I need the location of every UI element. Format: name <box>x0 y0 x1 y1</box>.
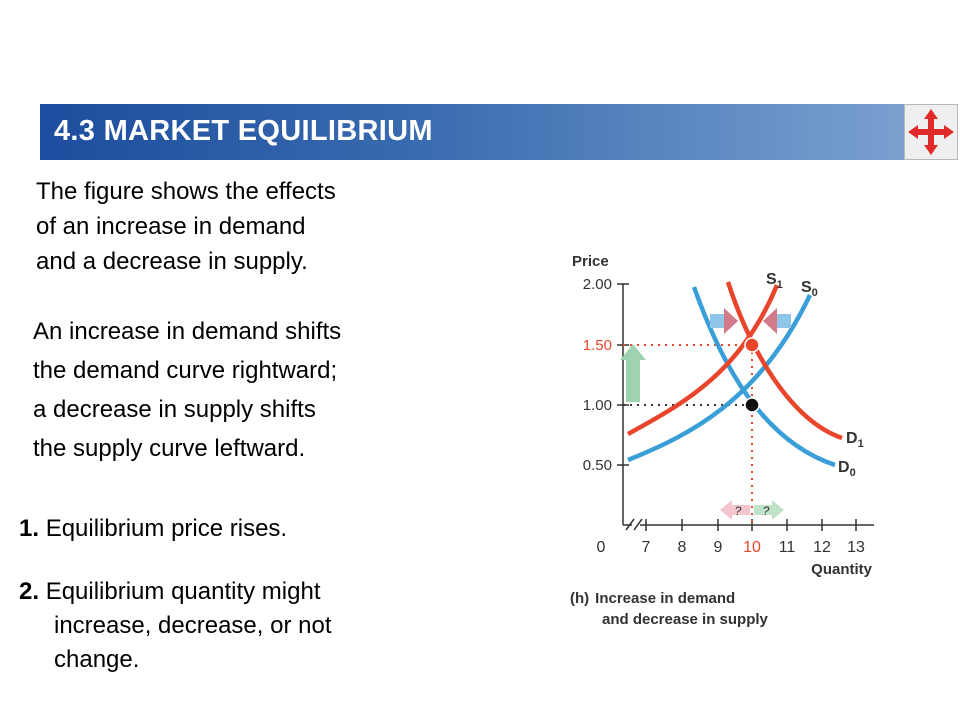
d1-label-letter: D <box>846 430 858 447</box>
x-ticks: 0 7 8 9 10 11 12 13 Quantity <box>597 519 873 578</box>
d0-label-letter: D <box>838 459 850 476</box>
explanation-line: An increase in demand shifts <box>33 318 342 345</box>
x-axis-label: Quantity <box>811 561 872 578</box>
supply-shift-arrow <box>763 308 791 334</box>
s0-label-letter: S <box>801 279 812 296</box>
x-tick-label: 10 <box>743 539 761 556</box>
x-origin-label: 0 <box>597 539 606 556</box>
question-mark: ? <box>763 504 770 518</box>
y-tick-label: 1.50 <box>583 337 612 354</box>
x-tick-label: 9 <box>714 539 723 556</box>
d0-label-subscript: 0 <box>850 467 856 479</box>
question-mark: ? <box>735 504 742 518</box>
point-text: Equilibrium price rises. <box>45 515 288 542</box>
d1-label: D1 <box>846 430 864 450</box>
caption-prefix: (h) <box>570 590 589 607</box>
point-number: 2. <box>19 578 40 605</box>
figure-caption-line-2: and decrease in supply <box>602 611 769 628</box>
price-rise-arrow-body <box>626 358 640 402</box>
supply-curve-s1 <box>626 284 780 436</box>
point-text: Equilibrium quantity might <box>45 578 321 605</box>
intro-line: of an increase in demand <box>36 213 306 240</box>
title-bar: 4.3 MARKET EQUILIBRIUM <box>40 104 904 160</box>
demand-shift-arrow-head <box>724 308 738 334</box>
caption-line: Increase in demand <box>595 590 735 607</box>
price-rise-arrow-head <box>620 344 646 360</box>
navigation-button[interactable] <box>904 104 958 160</box>
d1-label-subscript: 1 <box>858 438 864 450</box>
y-tick-label: 0.50 <box>583 457 612 474</box>
axis-break-mark <box>625 518 635 531</box>
intro-line: and a decrease in supply. <box>36 248 308 275</box>
point-text: increase, decrease, or not <box>54 612 332 639</box>
x-tick-label: 11 <box>779 539 796 556</box>
intro-line: The figure shows the effects <box>36 178 336 205</box>
supply-demand-figure: Price 2.00 1.50 1.00 0.50 0 <box>560 240 890 640</box>
supply-shift-arrow-head <box>763 308 777 334</box>
demand-shift-arrow-body <box>710 314 726 328</box>
explanation-paragraph: An increase in demand shifts the demand … <box>33 312 463 468</box>
figure-caption: (h) Increase in demand <box>570 590 735 607</box>
x-tick-label: 7 <box>642 539 651 556</box>
point-text: change. <box>54 646 140 673</box>
explanation-line: the demand curve rightward; <box>33 357 338 384</box>
x-tick-label: 12 <box>813 539 831 556</box>
d0-label: D0 <box>838 459 856 479</box>
supply-curve-s0 <box>627 294 813 463</box>
quantity-decrease-arrow <box>720 500 750 520</box>
s0-label-subscript: 0 <box>812 287 818 299</box>
point-1: 1. Equilibrium price rises. <box>19 512 287 546</box>
y-tick-label: 1.00 <box>583 397 612 414</box>
y-axis-label: Price <box>572 253 609 270</box>
point-2: 2. Equilibrium quantity might increase, … <box>19 575 439 677</box>
initial-equilibrium-point <box>744 397 760 413</box>
explanation-line: a decrease in supply shifts <box>33 396 316 423</box>
axis-break-mark <box>633 518 643 531</box>
slide-title: 4.3 MARKET EQUILIBRIUM <box>54 115 433 147</box>
y-ticks: 2.00 1.50 1.00 0.50 <box>583 276 629 474</box>
new-equilibrium-point <box>744 337 760 353</box>
explanation-line: the supply curve leftward. <box>33 435 306 462</box>
y-tick-label: 2.00 <box>583 276 612 293</box>
quantity-uncertain-arrows: ? ? <box>720 500 784 520</box>
s1-label-subscript: 1 <box>777 279 783 291</box>
demand-shift-arrow <box>710 308 738 334</box>
supply-shift-arrow-body <box>775 314 791 328</box>
intro-paragraph: The figure shows the effects of an incre… <box>36 174 456 279</box>
four-way-arrow-icon <box>908 109 954 155</box>
x-tick-label: 13 <box>847 539 865 556</box>
price-rise-arrow <box>620 344 646 402</box>
s0-label: S0 <box>801 279 818 299</box>
demand-curve-d1 <box>725 281 843 441</box>
supply-demand-graph: Price 2.00 1.50 1.00 0.50 0 <box>570 253 874 628</box>
quantity-increase-arrow <box>754 500 784 520</box>
point-number: 1. <box>19 515 40 542</box>
s1-label-letter: S <box>766 271 777 288</box>
demand-curve-d0 <box>691 286 836 468</box>
s1-label: S1 <box>766 271 783 291</box>
x-tick-label: 8 <box>678 539 687 556</box>
